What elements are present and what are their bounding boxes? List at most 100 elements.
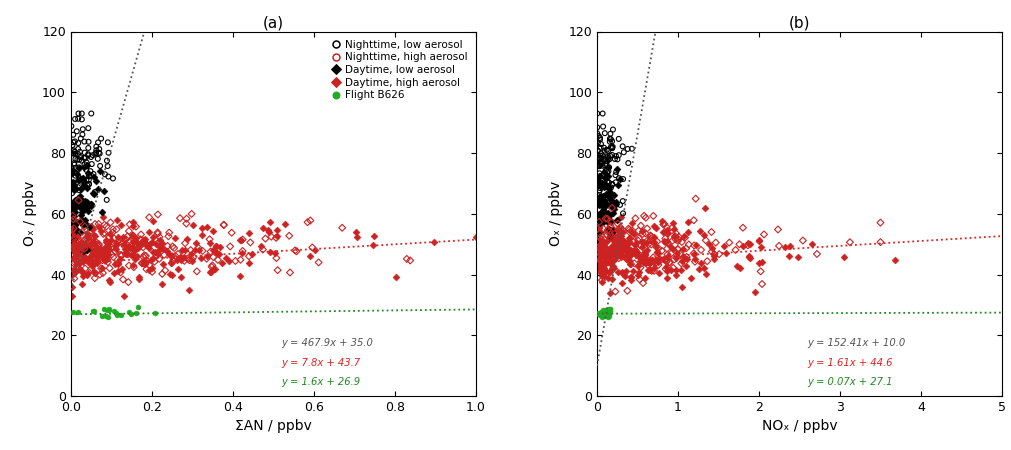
Point [618, 256, 634, 263]
Point [91, 240, 107, 248]
Point [608, 249, 624, 256]
Point [131, 240, 148, 248]
Point [70, 140, 86, 147]
Point [100, 173, 116, 180]
Point [598, 160, 614, 167]
Point [667, 230, 683, 237]
Point [607, 288, 623, 295]
Point [83, 247, 99, 254]
Point [109, 238, 125, 245]
Point [398, 255, 415, 262]
Point [657, 263, 673, 270]
Point [598, 167, 614, 174]
Point [612, 232, 628, 239]
Point [150, 250, 166, 257]
Point [632, 255, 648, 262]
Point [65, 199, 81, 206]
Point [645, 254, 661, 261]
Point [604, 255, 620, 262]
Point [133, 260, 150, 267]
Point [69, 246, 85, 253]
Point [752, 268, 768, 275]
Point [120, 243, 136, 251]
Point [69, 128, 85, 135]
Point [66, 147, 82, 154]
Point [667, 254, 683, 261]
Point [603, 196, 619, 203]
Point [87, 189, 103, 196]
Point [685, 251, 702, 258]
Point [663, 224, 679, 231]
Point [592, 214, 609, 221]
Point [178, 215, 194, 222]
Point [593, 162, 610, 169]
Point [72, 218, 88, 225]
Point [145, 254, 161, 261]
Point [607, 248, 623, 255]
Point [76, 181, 92, 189]
Point [753, 280, 769, 288]
Point [191, 247, 207, 254]
Point [68, 164, 84, 171]
Point [590, 177, 607, 184]
Point [623, 261, 639, 268]
Point [74, 208, 90, 216]
Point [600, 218, 616, 225]
Point [116, 236, 132, 243]
Point [592, 270, 609, 277]
Point [70, 250, 86, 257]
Point [593, 195, 610, 203]
Point [108, 225, 124, 233]
Point [142, 240, 158, 247]
Point [65, 245, 81, 252]
Point [72, 176, 88, 183]
Point [154, 270, 170, 278]
Point [86, 190, 102, 197]
Point [166, 244, 182, 252]
Point [208, 243, 224, 250]
Point [590, 162, 607, 170]
Point [600, 209, 616, 216]
Point [91, 250, 107, 257]
Text: y = 152.41x + 10.0: y = 152.41x + 10.0 [807, 338, 905, 348]
Point [101, 306, 117, 314]
Point [619, 287, 635, 294]
Point [129, 252, 146, 259]
Point [608, 153, 624, 160]
Point [152, 243, 168, 250]
Point [132, 231, 149, 238]
Point [105, 253, 121, 261]
Point [675, 233, 692, 240]
Point [71, 260, 87, 267]
Point [122, 310, 139, 318]
Point [639, 261, 655, 269]
Point [621, 229, 637, 236]
Point [611, 243, 627, 250]
Point [93, 252, 109, 260]
Point [602, 130, 618, 137]
Point [80, 203, 96, 210]
Point [596, 258, 613, 265]
Point [592, 144, 609, 151]
Point [64, 182, 80, 189]
Point [775, 243, 792, 250]
Point [639, 237, 655, 244]
Point [76, 164, 92, 171]
Point [69, 243, 85, 250]
Point [617, 239, 633, 246]
Point [181, 256, 197, 264]
Point [617, 250, 633, 257]
Point [93, 265, 109, 272]
Point [654, 228, 670, 235]
Point [755, 231, 771, 238]
Point [741, 254, 757, 261]
Point [217, 254, 234, 261]
Point [179, 236, 195, 243]
Point [242, 239, 258, 246]
Point [606, 227, 622, 234]
Point [678, 256, 695, 263]
Point [91, 145, 107, 153]
Point [67, 228, 83, 235]
Point [673, 283, 690, 290]
Point [109, 267, 125, 274]
